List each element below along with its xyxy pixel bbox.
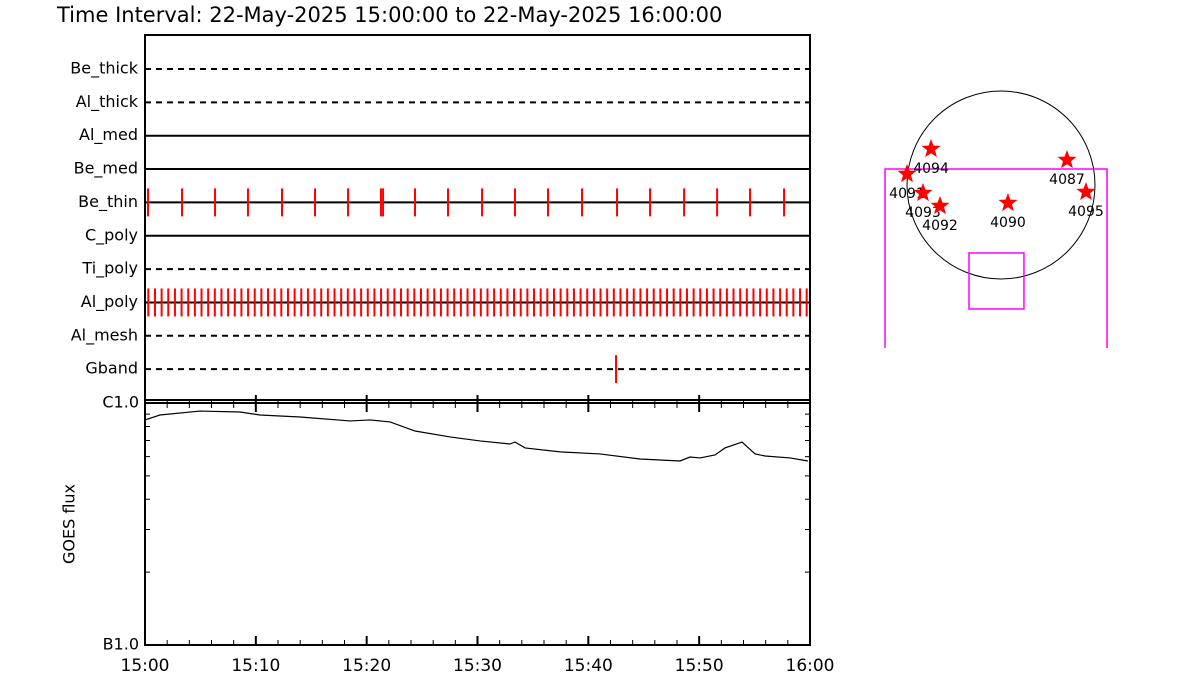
goes-line — [144, 410, 809, 462]
x-tick-label: 15:00 — [121, 656, 170, 676]
region-star — [998, 193, 1018, 212]
region-star — [1057, 150, 1077, 169]
region-label: 4095 — [1068, 204, 1104, 220]
solar-disk — [906, 90, 1096, 280]
y-tick-label: C1.0 — [102, 393, 139, 412]
x-tick-label: 15:20 — [342, 656, 391, 676]
region-star — [897, 164, 917, 183]
fov-box — [968, 252, 1025, 310]
region-star — [921, 139, 941, 158]
region-label: 4090 — [990, 215, 1026, 231]
x-tick-label: 15:40 — [564, 656, 613, 676]
fov-box — [884, 168, 1108, 348]
row-label: Al_poly — [81, 292, 138, 312]
row-label: Gband — [85, 359, 138, 378]
x-tick-label: 15:30 — [453, 656, 502, 676]
row-label: Be_med — [74, 159, 138, 179]
region-label: 4093 — [905, 205, 941, 221]
region-star — [930, 196, 950, 215]
region-label: 4087 — [1049, 172, 1085, 188]
region-label: 4094 — [913, 161, 949, 177]
row-label: C_poly — [85, 225, 138, 245]
row-label: Be_thick — [70, 59, 138, 79]
row-label: Al_mesh — [71, 325, 138, 345]
x-tick-label: 16:00 — [786, 656, 835, 676]
row-label: Al_thick — [76, 92, 139, 112]
row-label: Al_med — [79, 125, 138, 145]
region-star — [913, 183, 933, 202]
y-axis-label: GOES flux — [60, 484, 79, 564]
region-star — [1076, 182, 1096, 200]
x-tick-label: 15:10 — [231, 656, 280, 676]
row-label: Be_thin — [78, 192, 138, 212]
region-label: 4092 — [922, 218, 958, 234]
y-tick-label: B1.0 — [103, 635, 139, 654]
row-label: Ti_poly — [81, 259, 138, 279]
chart-title: Time Interval: 22-May-2025 15:00:00 to 2… — [56, 3, 722, 27]
x-tick-label: 15:50 — [675, 656, 724, 676]
